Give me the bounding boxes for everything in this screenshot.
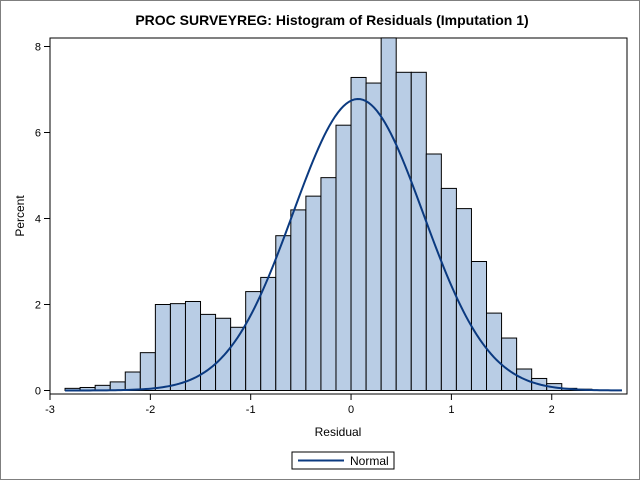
x-axis-label: Residual [315,425,362,439]
x-axis-ticks: -3 -2 -1 0 1 2 [45,394,555,416]
y-tick-label: 4 [35,214,41,226]
histogram-bar [290,209,307,391]
y-tick-label: 2 [35,300,41,312]
histogram-bar [184,300,202,391]
histogram-bars [64,37,593,392]
y-axis-ticks: 0 2 4 6 8 [35,42,50,398]
histogram-bar [425,153,442,391]
histogram-bar [350,76,367,392]
x-tick-label: 0 [348,404,354,416]
histogram-bar [410,71,427,392]
legend-label-normal: Normal [350,454,389,468]
histogram-bar [169,303,186,392]
x-tick-label: 1 [448,404,454,416]
x-tick-label: -2 [145,404,155,416]
histogram-bar [154,304,171,391]
histogram-bar [320,177,337,391]
legend: Normal [291,451,395,470]
x-tick-label: -1 [246,404,256,416]
y-tick-label: 6 [35,128,41,140]
histogram-bar [440,187,457,391]
histogram-bar [365,82,382,392]
histogram-bar [260,276,277,391]
histogram-bar [215,317,232,392]
histogram-bar [335,124,352,391]
histogram-bar [380,37,397,392]
histogram-bar [395,71,412,392]
histogram-bar [305,195,322,391]
x-tick-label: 2 [549,404,555,416]
histogram-bar [200,313,217,392]
x-tick-label: -3 [45,404,55,416]
histogram-bar [275,235,292,391]
histogram-bar [470,261,488,391]
chart-title: PROC SURVEYREG: Histogram of Residuals (… [135,12,528,28]
histogram-bar [245,291,262,392]
histogram-bar [124,371,141,392]
y-tick-label: 0 [35,386,41,398]
normal-curve [65,97,622,392]
y-axis-label: Percent [13,195,27,237]
histogram-bar [139,352,156,392]
y-tick-label: 8 [35,42,41,54]
histogram-bar [501,337,518,392]
